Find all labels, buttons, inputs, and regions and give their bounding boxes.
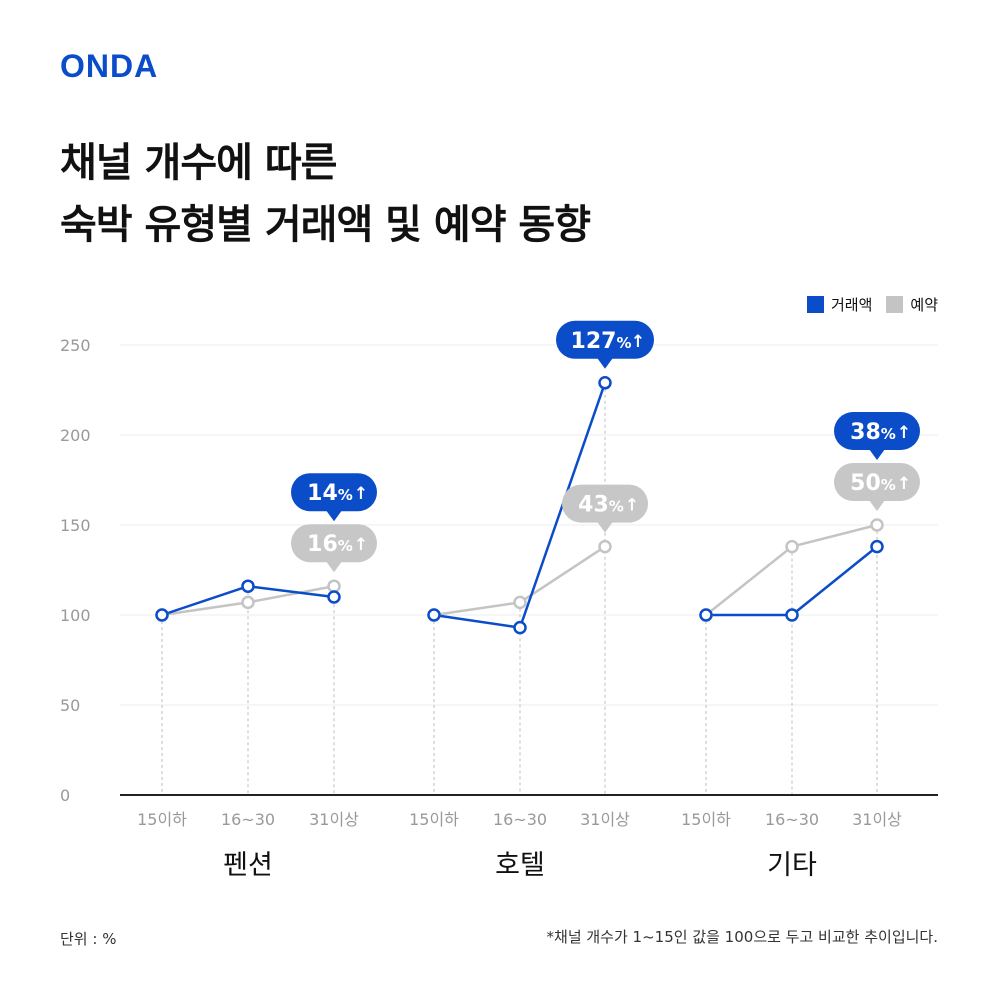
y-tick-label: 100 — [60, 606, 91, 625]
data-point — [513, 595, 527, 610]
comparison-footnote: *채널 개수가 1~15인 값을 100으로 두고 비교한 추이입니다. — [546, 928, 938, 946]
callout-text: 50% — [850, 471, 896, 496]
data-point — [598, 376, 612, 390]
up-arrow-icon: ↑ — [631, 332, 645, 352]
group-label: 기타 — [767, 850, 817, 880]
data-point — [241, 595, 255, 610]
series-line — [706, 545, 878, 617]
data-point — [870, 518, 884, 532]
callout-badge: 16% ↑ — [291, 524, 377, 573]
unit-note: 단위 : % — [60, 930, 117, 948]
callout-badge: 50% ↑ — [834, 463, 920, 511]
page-title-line-1: 채널 개수에 따른 — [60, 140, 337, 186]
y-tick-label: 250 — [60, 336, 91, 355]
up-arrow-icon: ↑ — [897, 474, 911, 494]
callout-badge: 127% ↑ — [556, 320, 654, 369]
callout-badge: 43% ↑ — [562, 484, 648, 533]
callout-text: 16% — [307, 532, 353, 557]
y-tick-label: 50 — [60, 696, 80, 715]
x-tick-label: 31이상 — [580, 810, 630, 829]
x-tick-label: 16~30 — [493, 810, 547, 829]
x-tick-label: 15이하 — [681, 810, 731, 829]
data-point — [155, 608, 169, 622]
group-label: 호텔 — [495, 850, 545, 880]
data-point — [427, 608, 441, 622]
legend-item-booking: 예약 — [886, 294, 938, 315]
legend-label-transaction: 거래액 — [830, 296, 873, 314]
callout-text: 127% — [571, 329, 632, 354]
data-point — [598, 539, 612, 554]
data-point — [785, 539, 799, 554]
data-point — [327, 590, 341, 604]
page-title: 채널 개수에 따른 숙박 유형별 거래액 및 예약 동향 — [60, 132, 591, 256]
x-tick-label: 15이하 — [409, 810, 459, 829]
page-title-line-2: 숙박 유형별 거래액 및 예약 동향 — [60, 202, 591, 248]
group-label: 펜션 — [223, 850, 273, 880]
x-tick-label: 16~30 — [221, 810, 275, 829]
legend-item-transaction: 거래액 — [806, 294, 873, 315]
y-tick-label: 0 — [60, 786, 70, 805]
legend-label-booking: 예약 — [910, 296, 938, 314]
callout-badge: 38% ↑ — [834, 412, 920, 460]
brand-logo: ONDA — [60, 48, 159, 84]
legend-swatch-transaction — [806, 296, 824, 313]
x-tick-label: 15이하 — [137, 810, 187, 829]
x-tick-label: 31이상 — [309, 810, 359, 829]
callout-text: 14% — [307, 481, 353, 506]
callout-text: 38% — [850, 420, 896, 445]
x-tick-label: 16~30 — [765, 810, 819, 829]
y-tick-label: 200 — [60, 426, 91, 445]
up-arrow-icon: ↑ — [354, 484, 368, 504]
data-point — [699, 608, 713, 622]
y-tick-label: 150 — [60, 516, 91, 535]
up-arrow-icon: ↑ — [625, 496, 639, 516]
callout-text: 43% — [578, 493, 624, 518]
callout-badge: 14% ↑ — [291, 473, 377, 522]
data-point — [241, 579, 255, 593]
data-point — [327, 579, 341, 593]
data-point — [785, 608, 799, 622]
up-arrow-icon: ↑ — [354, 535, 368, 555]
data-point — [513, 620, 527, 635]
data-point — [870, 539, 884, 554]
legend-swatch-booking — [886, 296, 904, 313]
chart-legend: 거래액 예약 — [793, 294, 938, 315]
up-arrow-icon: ↑ — [897, 423, 911, 443]
x-tick-label: 31이상 — [852, 810, 902, 829]
